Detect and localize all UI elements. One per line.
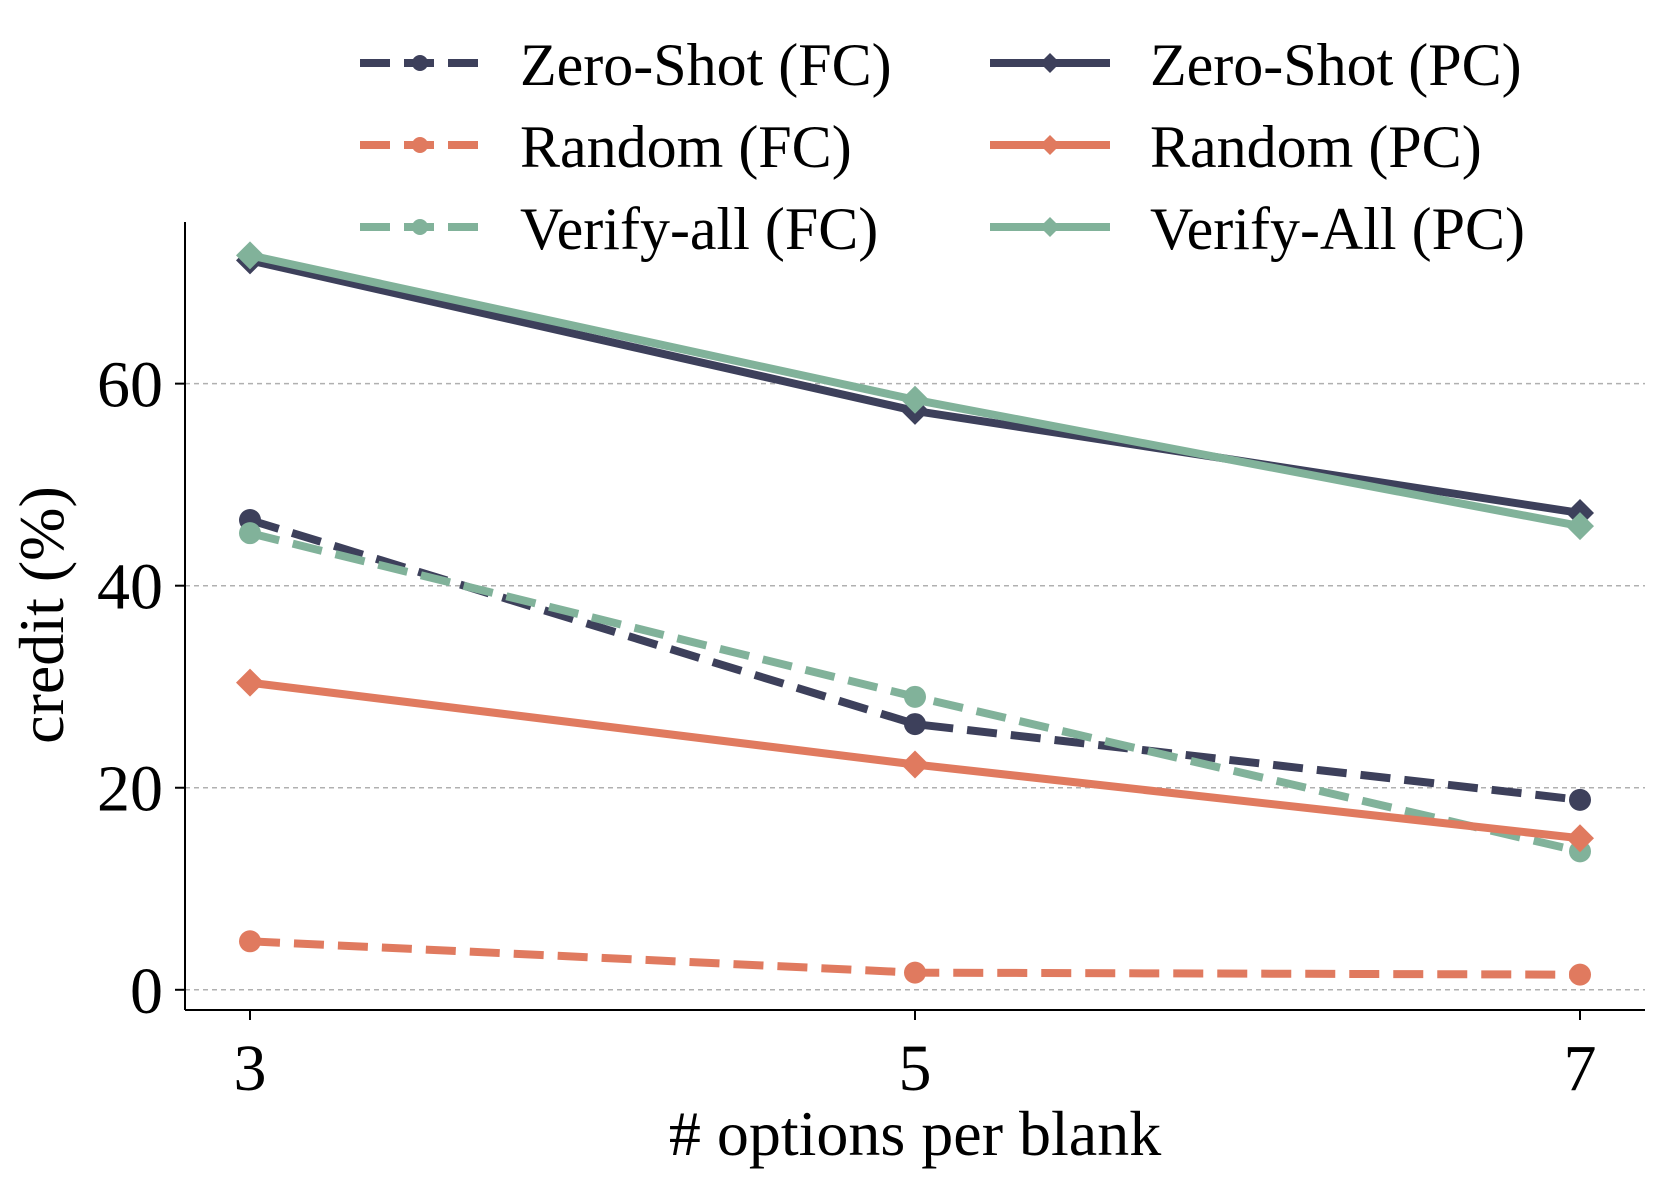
diamond-marker	[1040, 53, 1060, 73]
x-tick-label: 5	[899, 1032, 932, 1105]
legend-label: Zero-Shot (PC)	[1150, 32, 1522, 98]
y-tick-label: 0	[130, 955, 163, 1028]
legend-item: Verify-all (FC)	[360, 196, 878, 262]
diamond-marker	[236, 241, 264, 270]
y-axis-label: credit (%)	[6, 486, 77, 744]
legend-item: Zero-Shot (FC)	[360, 32, 892, 98]
series-random-fc	[239, 930, 1591, 986]
y-tick-label: 40	[97, 551, 163, 624]
diamond-marker	[1566, 512, 1594, 541]
circle-marker	[239, 522, 261, 545]
diamond-marker	[901, 750, 929, 779]
legend-label: Verify-all (FC)	[520, 196, 878, 262]
circle-marker	[1569, 788, 1591, 811]
x-tick-label: 3	[234, 1032, 267, 1105]
x-tick-label: 7	[1564, 1032, 1597, 1105]
series-verify-all-pc	[236, 241, 1594, 541]
circle-marker	[904, 685, 926, 708]
circle-marker	[412, 137, 428, 153]
diamond-marker	[1040, 135, 1060, 155]
circle-marker	[412, 219, 428, 235]
legend-item: Random (FC)	[360, 114, 852, 180]
series-random-pc	[236, 668, 1594, 853]
legend-label: Random (FC)	[520, 114, 852, 180]
diamond-marker	[1566, 824, 1594, 853]
legend: Zero-Shot (FC) Random (FC) Verify-all (FC)…	[360, 32, 1525, 262]
x-axis-label: # options per blank	[669, 1098, 1161, 1169]
diamond-marker	[236, 668, 264, 697]
circle-marker	[412, 55, 428, 71]
diamond-marker	[1040, 217, 1060, 237]
axes	[184, 222, 1645, 1011]
legend-item: Verify-All (PC)	[990, 196, 1525, 262]
legend-item: Random (PC)	[990, 114, 1482, 180]
legend-label: Zero-Shot (FC)	[520, 32, 892, 98]
series-verify-all-fc	[239, 522, 1591, 863]
legend-item: Zero-Shot (PC)	[990, 32, 1522, 98]
circle-marker	[239, 930, 261, 953]
circle-marker	[1569, 963, 1591, 986]
circle-marker	[904, 961, 926, 984]
circle-marker	[904, 713, 926, 736]
grid-lines	[185, 382, 1645, 991]
y-tick-label: 20	[97, 753, 163, 826]
series	[236, 241, 1594, 986]
diamond-marker	[901, 385, 929, 414]
legend-label: Verify-All (PC)	[1150, 196, 1525, 262]
ticks: 0 20 40 60 3 5 7	[97, 349, 1597, 1105]
y-tick-label: 60	[97, 349, 163, 422]
legend-label: Random (PC)	[1150, 114, 1482, 180]
